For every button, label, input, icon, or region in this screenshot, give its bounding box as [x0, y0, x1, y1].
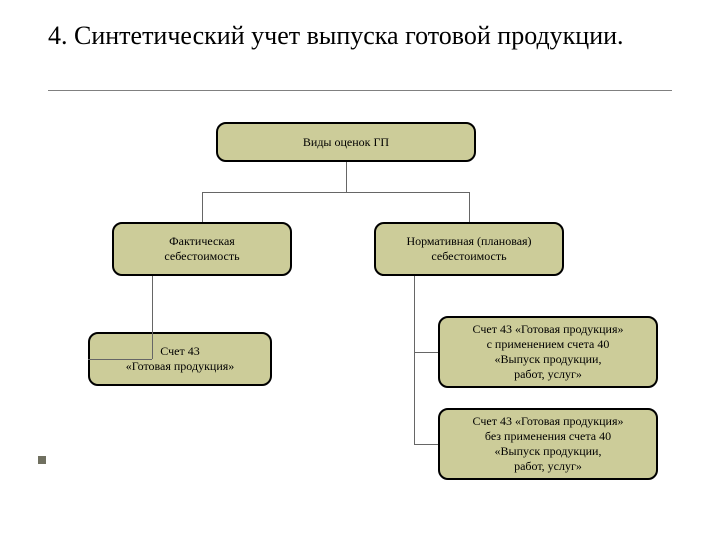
node-r2-label: Счет 43 «Готовая продукция» без применен… [473, 414, 624, 474]
node-root: Виды оценок ГП [216, 122, 476, 162]
connector-segment [414, 444, 438, 445]
connector-segment [88, 359, 152, 360]
connector-segment [414, 276, 415, 444]
connector-segment [152, 276, 153, 359]
node-r1: Счет 43 «Готовая продукция» с применение… [438, 316, 658, 388]
node-r2: Счет 43 «Готовая продукция» без применен… [438, 408, 658, 480]
bullet-marker [38, 456, 46, 464]
node-root-label: Виды оценок ГП [303, 135, 389, 150]
connector-segment [202, 192, 203, 222]
connector-segment [202, 192, 469, 193]
node-right-label: Нормативная (плановая) себестоимость [406, 234, 531, 264]
slide: 4. Синтетический учет выпуска готовой пр… [0, 0, 720, 540]
connector-segment [414, 352, 438, 353]
connector-segment [469, 192, 470, 222]
slide-title: 4. Синтетический учет выпуска готовой пр… [48, 20, 648, 51]
node-r1-label: Счет 43 «Готовая продукция» с применение… [473, 322, 624, 382]
node-left: Фактическая себестоимость [112, 222, 292, 276]
connector-segment [346, 162, 347, 192]
node-left-label: Фактическая себестоимость [164, 234, 239, 264]
title-underline [48, 90, 672, 91]
node-right: Нормативная (плановая) себестоимость [374, 222, 564, 276]
